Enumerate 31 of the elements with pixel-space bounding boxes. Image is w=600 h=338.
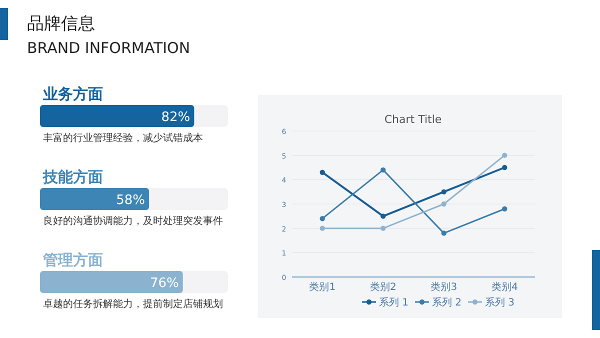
legend-label: 系列 1 (379, 296, 409, 308)
point (380, 167, 386, 173)
legend-label: 系列 3 (485, 296, 515, 308)
x-tick-label: 类别2 (370, 281, 396, 293)
point (502, 152, 508, 158)
point (502, 206, 508, 212)
point (380, 214, 386, 219)
point (320, 226, 325, 231)
point (441, 230, 446, 236)
point (441, 189, 446, 194)
annotation: 卓越的任务拆解能力，提前制定店铺规划 (43, 298, 223, 310)
point (441, 201, 446, 207)
data-label: 58% (116, 193, 146, 208)
legend-label: 系列 2 (432, 296, 462, 308)
chart-subtitle: BRAND INFORMATION (27, 39, 190, 57)
annotation: 丰富的行业管理经验，减少试错成本 (43, 132, 203, 144)
data-label: 76% (150, 276, 179, 291)
x-tick-label: 类别3 (430, 281, 458, 293)
annotation: 良好的沟通协调能力，及时处理突发事件 (43, 215, 223, 227)
y-tick-label: 管理方面 (42, 251, 103, 269)
x-tick-label: 类别1 (309, 281, 336, 293)
chart-title: 品牌信息 (27, 14, 95, 34)
point (380, 226, 386, 231)
point (320, 170, 325, 175)
data-label: 82% (161, 110, 190, 125)
point (320, 216, 325, 222)
y-tick-label: 技能方面 (42, 168, 103, 186)
x-tick-label: 类别4 (491, 281, 518, 293)
point (502, 164, 508, 170)
chart-title: Chart Title (384, 113, 442, 126)
y-tick-label: 业务方面 (42, 85, 103, 103)
